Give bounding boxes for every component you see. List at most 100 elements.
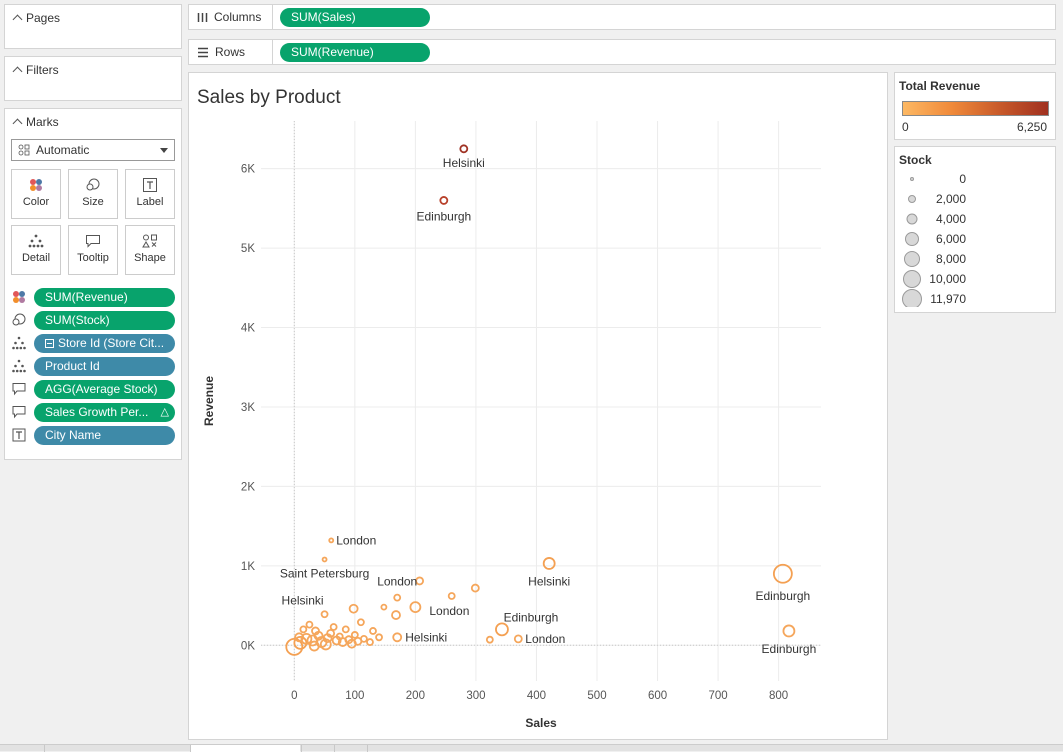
- data-point: [495, 622, 509, 637]
- x-tick-label: 100: [345, 690, 364, 702]
- filters-header[interactable]: Filters: [12, 63, 59, 77]
- data-point: [299, 625, 308, 634]
- pill-average-stock[interactable]: AGG(Average Stock): [34, 379, 175, 399]
- shape-icon: [142, 234, 157, 248]
- sheet-tab[interactable]: [367, 745, 397, 752]
- color-legend[interactable]: Total Revenue 0 6,250: [894, 72, 1056, 140]
- mark-pill-row[interactable]: SUM(Stock): [11, 310, 175, 330]
- rows-shelf[interactable]: Rows SUM(Revenue): [188, 39, 1056, 65]
- scatter-chart[interactable]: 0 100 200 300 400 500 600 700 8000K1K2K3K4K5K6KS…: [189, 73, 887, 739]
- sheet-tab-active[interactable]: [190, 745, 300, 752]
- rows-icon: [198, 47, 208, 57]
- data-point-label: Helsinki: [282, 593, 324, 607]
- data-point: [470, 583, 480, 593]
- data-point-label: Edinburgh: [756, 589, 811, 603]
- pill-product-id[interactable]: Product Id: [34, 356, 175, 376]
- label-icon: [11, 427, 27, 443]
- color-legend-title: Total Revenue: [899, 79, 981, 93]
- data-point: [294, 632, 305, 643]
- data-point: [393, 593, 402, 602]
- pill-sum-stock[interactable]: SUM(Stock): [34, 310, 175, 330]
- x-tick-label: 200: [406, 690, 425, 702]
- data-point-label: Edinburgh: [762, 642, 817, 656]
- data-point: [542, 557, 556, 570]
- size-legend-label: 6,000: [936, 232, 966, 246]
- pages-header[interactable]: Pages: [12, 11, 60, 25]
- data-point: [369, 627, 377, 635]
- marks-card: Marks Automatic Color Size Label: [4, 108, 182, 460]
- color-ramp: [902, 101, 1049, 116]
- size-legend[interactable]: Stock 0 2,000 4,000 6,000 8,000 10,000 11,970: [894, 146, 1056, 313]
- chevron-down-icon: [160, 148, 168, 153]
- collapse-icon[interactable]: [12, 14, 23, 25]
- y-tick-label: 0K: [241, 640, 255, 652]
- collapse-icon[interactable]: [12, 118, 23, 129]
- data-point: [319, 638, 332, 651]
- x-tick-label: 700: [708, 690, 727, 702]
- mark-pill-row[interactable]: SUM(Revenue): [11, 287, 175, 307]
- label-button[interactable]: Label: [125, 169, 175, 219]
- x-tick-label: 800: [769, 690, 788, 702]
- y-tick-label: 1K: [241, 561, 255, 573]
- size-button[interactable]: Size: [68, 169, 118, 219]
- data-point: [380, 603, 388, 611]
- color-label: Color: [22, 196, 50, 208]
- mark-pill-row[interactable]: Store Id (Store Cit...: [11, 333, 175, 353]
- collapse-hierarchy-icon[interactable]: [45, 338, 54, 348]
- mark-type-value: Automatic: [36, 143, 90, 157]
- mark-pill-row[interactable]: Sales Growth Per... △: [11, 402, 175, 422]
- collapse-icon[interactable]: [12, 66, 23, 77]
- columns-icon: [197, 12, 208, 22]
- data-point-label: Helsinki: [528, 574, 570, 588]
- sheet-tab[interactable]: [334, 745, 366, 752]
- color-icon: [30, 179, 42, 191]
- color-legend-min: 0: [902, 120, 909, 134]
- data-point: [391, 610, 401, 620]
- data-point: [375, 633, 383, 642]
- rows-pill-sum-revenue[interactable]: SUM(Revenue): [280, 43, 430, 62]
- color-icon: [11, 289, 27, 305]
- x-tick-label: 0: [291, 690, 297, 702]
- size-icon: [11, 312, 27, 328]
- data-point: [360, 635, 368, 643]
- columns-label-text: Columns: [214, 10, 262, 24]
- mark-type-dropdown[interactable]: Automatic: [11, 139, 175, 161]
- pill-sum-revenue[interactable]: SUM(Revenue): [34, 287, 175, 307]
- mark-pill-row[interactable]: AGG(Average Stock): [11, 379, 175, 399]
- shape-button[interactable]: Shape: [125, 225, 175, 275]
- viz-area[interactable]: Sales by Product 0 100 200 300 400 500 600 700 8…: [188, 72, 888, 740]
- y-tick-label: 3K: [241, 402, 255, 414]
- columns-pill-sum-sales[interactable]: SUM(Sales): [280, 8, 430, 27]
- size-legend-mark: [910, 177, 914, 181]
- filters-title: Filters: [26, 63, 59, 77]
- tooltip-button[interactable]: Tooltip: [68, 225, 118, 275]
- pill-city-name[interactable]: City Name: [34, 425, 175, 445]
- data-point-label: Saint Petersburg: [280, 566, 369, 580]
- mark-pill-row[interactable]: Product Id: [11, 356, 175, 376]
- detail-icon: [11, 358, 27, 374]
- detail-button[interactable]: Detail: [11, 225, 61, 275]
- color-button[interactable]: Color: [11, 169, 61, 219]
- pages-card: Pages: [4, 4, 182, 49]
- size-icon: [86, 178, 100, 191]
- pill-store-id[interactable]: Store Id (Store Cit...: [34, 333, 175, 353]
- tooltip-label: Tooltip: [77, 252, 109, 264]
- size-legend-label: 8,000: [936, 252, 966, 266]
- size-legend-label: 10,000: [929, 272, 966, 286]
- columns-shelf[interactable]: Columns SUM(Sales): [188, 4, 1056, 30]
- data-point: [341, 625, 350, 634]
- sheet-tab[interactable]: [301, 745, 333, 752]
- data-point: [350, 631, 359, 639]
- data-point: [459, 144, 469, 154]
- mark-pill-row[interactable]: City Name: [11, 425, 175, 445]
- marks-header[interactable]: Marks: [12, 115, 59, 129]
- data-point-label: Helsinki: [405, 630, 447, 644]
- size-legend-label: 2,000: [936, 192, 966, 206]
- detail-icon: [28, 234, 44, 248]
- pill-sales-growth[interactable]: Sales Growth Per... △: [34, 402, 175, 422]
- y-tick-label: 6K: [241, 164, 255, 176]
- sheet-tab[interactable]: [44, 745, 189, 752]
- size-legend-mark: [902, 289, 922, 307]
- x-tick-label: 500: [587, 690, 606, 702]
- data-point: [320, 610, 329, 619]
